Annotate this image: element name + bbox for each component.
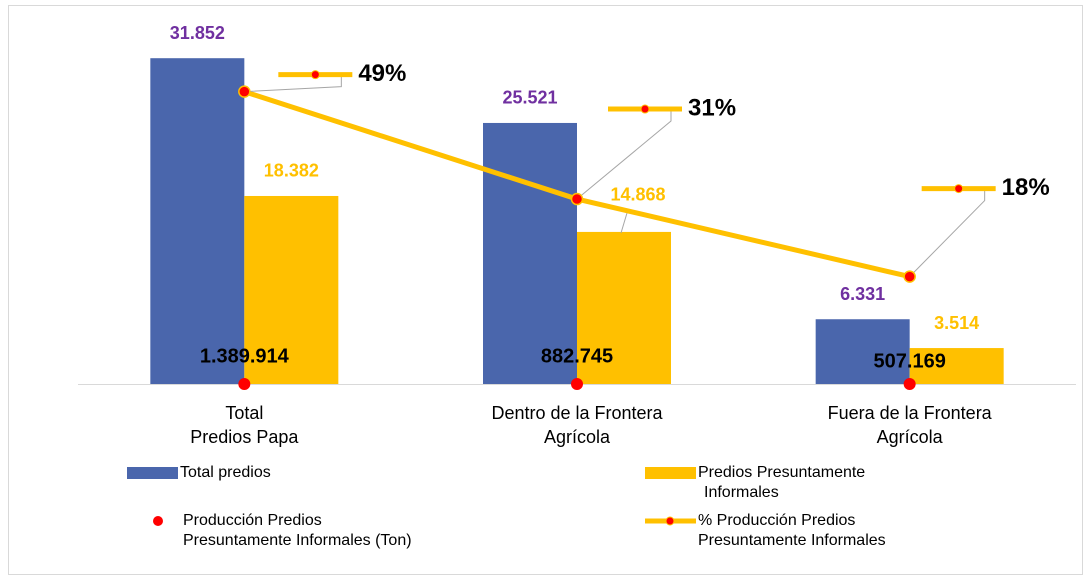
line-marker — [570, 192, 584, 206]
data-label: 18.382 — [264, 161, 319, 181]
label-key-marker — [954, 184, 964, 194]
label-key-marker — [640, 104, 650, 114]
leader-line — [620, 212, 628, 234]
legend-swatch — [645, 467, 696, 479]
bar — [577, 231, 671, 384]
line-marker — [903, 270, 916, 283]
legend-label: Predios Presuntamente Informales — [698, 464, 865, 501]
bar — [909, 348, 1004, 384]
legend-label: Producción Predios Presuntamente Informal… — [183, 512, 412, 549]
legend-swatch — [665, 516, 675, 526]
label-key-marker — [310, 70, 320, 80]
x-tick-label: Dentro de la Frontera Agrícola — [491, 403, 663, 447]
bar — [815, 319, 910, 384]
bar — [150, 58, 245, 384]
data-label: 31% — [688, 94, 736, 121]
bar — [244, 195, 339, 384]
line-marker — [238, 85, 251, 98]
production-dot — [571, 378, 583, 390]
legend-swatch — [153, 516, 163, 526]
data-label: 6.331 — [840, 284, 885, 304]
data-label: 25.521 — [502, 88, 557, 108]
leader-line — [909, 188, 986, 277]
data-label: 31.852 — [170, 23, 225, 43]
legend-swatch — [127, 467, 178, 479]
data-label: 18% — [1002, 174, 1050, 201]
x-tick-label: Total Predios Papa — [190, 403, 299, 447]
data-label: 14.868 — [610, 185, 665, 205]
leader-line — [576, 109, 672, 200]
leader-line — [244, 74, 342, 93]
data-label: 49% — [358, 60, 406, 87]
data-label: 882.745 — [541, 345, 613, 367]
legend-label: % Producción Predios Presuntamente Inform… — [698, 512, 886, 549]
x-tick-label: Fuera de la Frontera Agrícola — [828, 403, 993, 447]
production-dot — [238, 378, 251, 390]
legend-label: Total predios — [180, 464, 271, 481]
data-label: 507.169 — [874, 350, 946, 372]
data-label: 3.514 — [934, 313, 979, 333]
bar — [483, 122, 577, 384]
data-label: 1.389.914 — [200, 345, 290, 367]
production-dot — [903, 378, 916, 390]
